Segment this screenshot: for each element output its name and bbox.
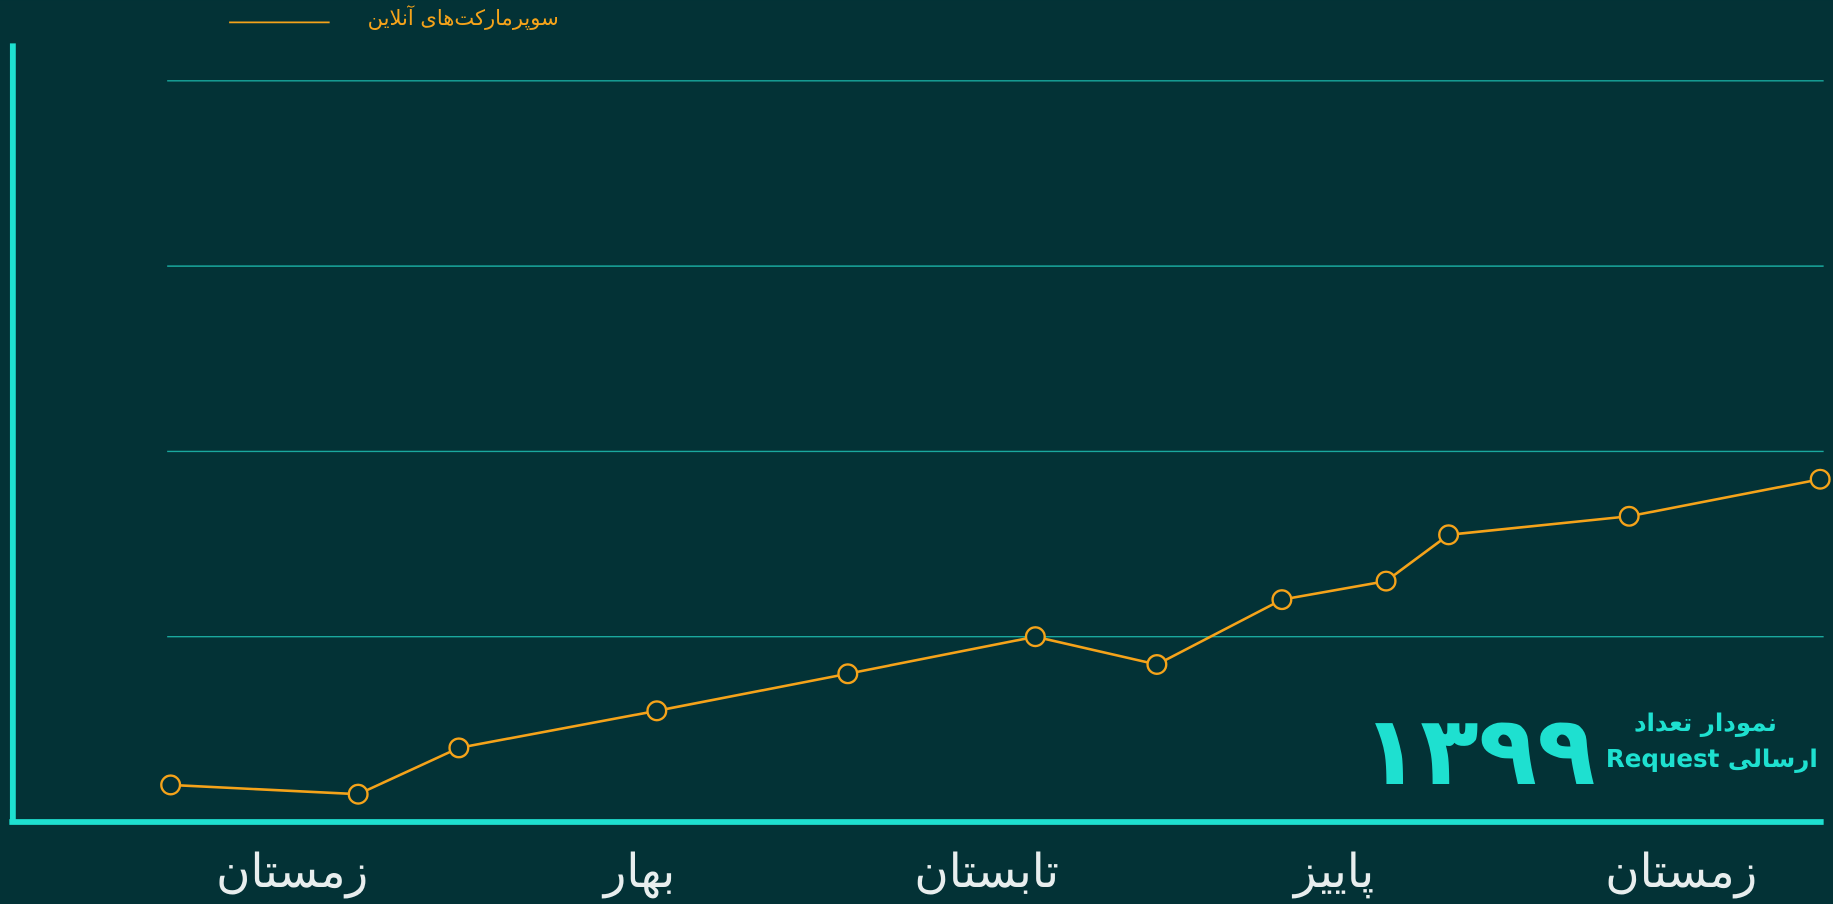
title-line: Request ارسالی xyxy=(1606,744,1818,773)
title-line: نمودار تعداد xyxy=(1634,708,1777,737)
x-tick-label: زمستان xyxy=(1605,845,1757,899)
x-tick-label: تابستان xyxy=(914,845,1059,899)
x-tick-label: پاییز xyxy=(1292,845,1374,899)
point xyxy=(1146,653,1168,676)
x-tick-label: بهار xyxy=(602,845,675,899)
point xyxy=(1809,468,1831,490)
point xyxy=(1024,626,1046,648)
point xyxy=(1375,570,1397,592)
point xyxy=(837,663,859,685)
point xyxy=(448,737,470,759)
legend-label: سوپرمارکت‌های آنلاین xyxy=(368,5,559,30)
series-line xyxy=(170,477,1821,796)
point xyxy=(1271,589,1293,611)
point xyxy=(160,774,182,796)
point xyxy=(1438,524,1460,546)
year-label: ۱۳۹۹ xyxy=(1362,695,1596,807)
point xyxy=(646,700,668,722)
x-tick-label: زمستان xyxy=(216,845,368,899)
point xyxy=(1618,505,1640,527)
point xyxy=(347,783,369,805)
